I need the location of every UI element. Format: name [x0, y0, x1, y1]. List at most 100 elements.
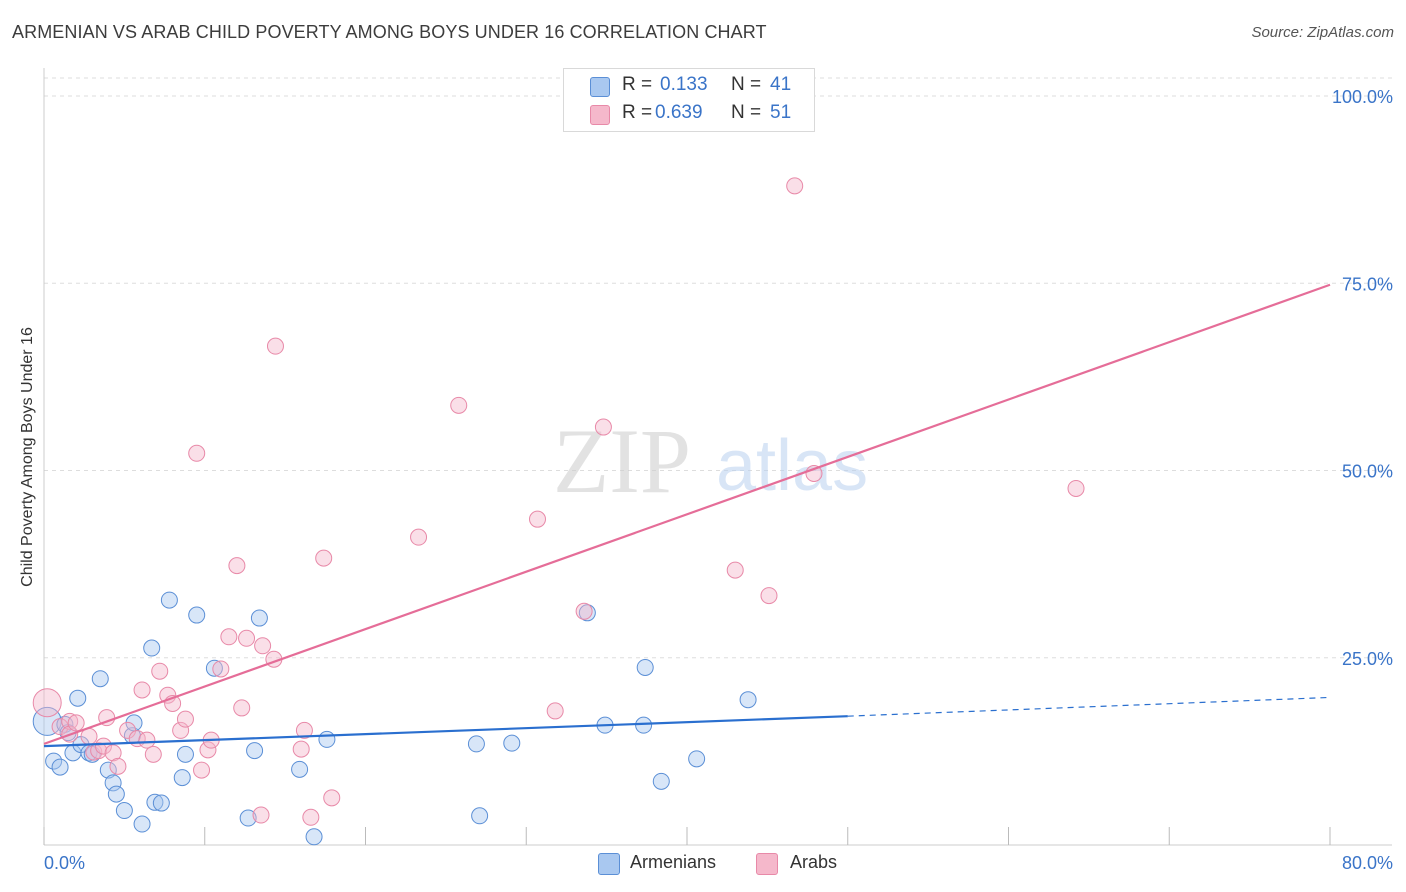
armenians-point-23: [176, 745, 194, 763]
y-tick-label-100: 100.0%: [1332, 87, 1393, 107]
arabs-point-30: [238, 629, 256, 647]
armenians-point-24: [188, 606, 206, 624]
armenians-point-21: [160, 591, 178, 609]
arabs-point-11: [109, 757, 127, 775]
arabs-point-23: [193, 761, 211, 779]
arabs-point-26: [212, 660, 230, 678]
arabs-point-24: [199, 741, 217, 759]
arabs-r-label: R =: [622, 102, 653, 123]
arabs-point-14: [133, 681, 151, 699]
armenians-point-27: [250, 609, 268, 627]
arabs-point-39: [323, 789, 341, 807]
armenians-legend-label: Armenians: [630, 852, 717, 872]
armenians-point-39: [652, 772, 670, 790]
arabs-point-20: [172, 721, 190, 739]
armenians-n-label: N =: [731, 74, 762, 95]
armenians-point-41: [739, 691, 757, 709]
arabs-point-37: [302, 808, 320, 826]
armenians-point-11: [99, 761, 117, 779]
armenians-point-2: [51, 758, 69, 776]
arabs-point-22: [188, 444, 206, 462]
armenians-point-17: [133, 815, 151, 833]
arabs-point-50: [1067, 479, 1085, 497]
arabs-point-8: [94, 737, 112, 755]
trend-lines: [43, 283, 1331, 748]
arabs-point-34: [266, 337, 284, 355]
arabs-point-2: [61, 712, 79, 730]
armenians-point-28: [239, 809, 257, 827]
armenians-swatch: [590, 77, 610, 97]
arabs-point-10: [104, 744, 122, 762]
arabs-point-47: [760, 587, 778, 605]
armenians-point-38: [636, 658, 654, 676]
arabs-point-21: [176, 710, 194, 728]
arabs-point-45: [594, 418, 612, 436]
armenians-point-6: [69, 689, 87, 707]
arabs-point-7: [90, 742, 108, 760]
arabs-point-41: [450, 396, 468, 414]
y-tick-label-25: 25.0%: [1342, 649, 1393, 669]
armenians-point-10: [91, 670, 109, 688]
arabs-legend-swatch: [756, 853, 778, 875]
x-tick-label-max: 80.0%: [1342, 853, 1393, 873]
arabs-point-0: [32, 688, 62, 718]
watermark-zip: ZIP: [553, 410, 691, 512]
armenians-point-37: [635, 716, 653, 734]
armenians-point-22: [173, 769, 191, 787]
armenians-point-26: [246, 742, 264, 760]
correlation-legend: R = 0.133 N = 41 R = 0.639 N = 51: [563, 68, 815, 132]
arabs-point-29: [233, 699, 251, 717]
watermark: ZIP atlas: [553, 410, 868, 512]
armenians-r-label: R =: [622, 74, 653, 95]
armenians-point-13: [107, 785, 125, 803]
arabs-n-label: N =: [731, 102, 762, 123]
y-tick-label-50: 50.0%: [1342, 462, 1393, 482]
arabs-trend-line: [43, 283, 1331, 745]
arabs-n-value: 51: [770, 102, 792, 123]
armenians-point-20: [152, 794, 170, 812]
arabs-point-46: [726, 561, 744, 579]
armenians-point-12: [104, 774, 122, 792]
armenians-point-40: [688, 750, 706, 768]
arabs-points: [32, 177, 1085, 826]
arabs-point-48: [786, 177, 804, 195]
armenians-point-30: [305, 828, 323, 846]
source-credit: Source: ZipAtlas.com: [1251, 24, 1394, 41]
armenians-legend-swatch: [598, 853, 620, 875]
armenians-r-value: 0.133: [660, 74, 708, 95]
arabs-point-28: [228, 557, 246, 575]
arabs-point-36: [295, 721, 313, 739]
arabs-point-42: [529, 510, 547, 528]
gridlines: [44, 77, 1392, 659]
arabs-point-32: [254, 637, 272, 655]
armenians-trend-extension: [847, 696, 1331, 717]
arabs-r-value: 0.639: [655, 102, 703, 123]
armenians-point-31: [318, 730, 336, 748]
arabs-point-17: [151, 662, 169, 680]
arabs-point-16: [144, 745, 162, 763]
arabs-point-15: [138, 731, 156, 749]
watermark-atlas: atlas: [716, 426, 868, 506]
armenians-point-29: [291, 760, 309, 778]
x-tick-label-min: 0.0%: [44, 853, 85, 873]
armenians-n-value: 41: [770, 74, 792, 95]
arabs-swatch: [590, 105, 610, 125]
axes: [43, 68, 1392, 846]
arabs-legend-label: Arabs: [790, 852, 838, 872]
arabs-point-27: [220, 628, 238, 646]
arabs-point-35: [292, 740, 310, 758]
arabs-point-31: [252, 806, 270, 824]
armenians-point-14: [115, 802, 133, 820]
armenians-point-25: [205, 659, 223, 677]
armenians-trend-line: [43, 715, 848, 748]
arabs-point-43: [546, 702, 564, 720]
arabs-point-40: [410, 528, 428, 546]
y-tick-label-75: 75.0%: [1342, 274, 1393, 294]
arabs-point-38: [315, 549, 333, 567]
armenians-point-19: [146, 793, 164, 811]
armenians-point-33: [467, 735, 485, 753]
armenians-point-1: [45, 752, 63, 770]
arabs-point-44: [575, 602, 593, 620]
tick-labels: 25.0% 50.0% 75.0% 100.0% 0.0% 80.0%: [44, 87, 1393, 873]
